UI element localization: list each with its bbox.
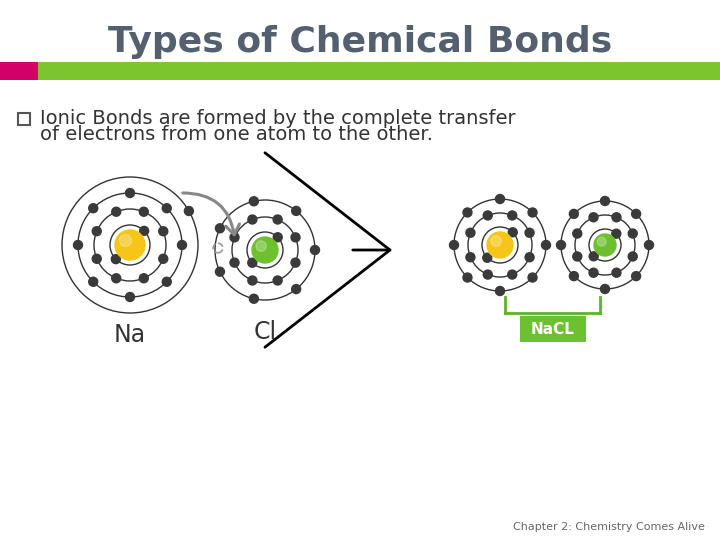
- Circle shape: [495, 287, 505, 295]
- Circle shape: [115, 230, 145, 260]
- Circle shape: [570, 210, 578, 218]
- Text: Ionic Bonds are formed by the complete transfer: Ionic Bonds are formed by the complete t…: [40, 109, 516, 127]
- Circle shape: [449, 240, 459, 249]
- Circle shape: [508, 211, 517, 220]
- Circle shape: [112, 274, 121, 283]
- Circle shape: [92, 254, 102, 264]
- Circle shape: [292, 206, 301, 215]
- Circle shape: [248, 258, 257, 267]
- Circle shape: [125, 188, 135, 198]
- Circle shape: [310, 246, 320, 254]
- Circle shape: [273, 233, 282, 242]
- Circle shape: [508, 270, 517, 279]
- Text: Chapter 2: Chemistry Comes Alive: Chapter 2: Chemistry Comes Alive: [513, 522, 705, 532]
- Circle shape: [600, 197, 610, 206]
- Circle shape: [466, 228, 475, 237]
- Circle shape: [612, 229, 621, 238]
- Circle shape: [525, 228, 534, 237]
- Circle shape: [600, 285, 610, 294]
- Circle shape: [248, 276, 257, 285]
- Text: NaCL: NaCL: [531, 321, 575, 336]
- Circle shape: [252, 237, 278, 263]
- Circle shape: [162, 277, 171, 286]
- Circle shape: [89, 204, 98, 213]
- Circle shape: [589, 268, 598, 277]
- Circle shape: [248, 215, 257, 224]
- Circle shape: [178, 240, 186, 249]
- Circle shape: [573, 229, 582, 238]
- Circle shape: [570, 272, 578, 281]
- Bar: [0, 62, 38, 80]
- Circle shape: [463, 208, 472, 217]
- Circle shape: [612, 268, 621, 277]
- Circle shape: [184, 206, 194, 215]
- Circle shape: [629, 229, 637, 238]
- Circle shape: [120, 234, 132, 246]
- FancyArrowPatch shape: [183, 193, 240, 235]
- Circle shape: [230, 258, 239, 267]
- Circle shape: [483, 270, 492, 279]
- Circle shape: [249, 197, 258, 206]
- Circle shape: [589, 213, 598, 222]
- Circle shape: [541, 240, 551, 249]
- Circle shape: [589, 252, 598, 261]
- Text: of electrons from one atom to the other.: of electrons from one atom to the other.: [40, 125, 433, 145]
- Circle shape: [162, 204, 171, 213]
- Circle shape: [158, 227, 168, 236]
- Circle shape: [644, 240, 654, 249]
- Circle shape: [631, 272, 641, 281]
- Circle shape: [89, 277, 98, 286]
- Circle shape: [291, 233, 300, 242]
- Text: Types of Chemical Bonds: Types of Chemical Bonds: [108, 25, 612, 59]
- Circle shape: [594, 234, 616, 256]
- Circle shape: [483, 253, 492, 262]
- Circle shape: [139, 207, 148, 216]
- FancyBboxPatch shape: [520, 316, 585, 342]
- Circle shape: [273, 215, 282, 224]
- Circle shape: [528, 273, 537, 282]
- Circle shape: [525, 253, 534, 262]
- Circle shape: [112, 255, 120, 264]
- Text: Na: Na: [114, 323, 146, 347]
- Circle shape: [125, 293, 135, 301]
- Circle shape: [73, 240, 83, 249]
- Circle shape: [463, 273, 472, 282]
- Circle shape: [215, 267, 225, 276]
- Circle shape: [557, 240, 565, 249]
- Circle shape: [256, 241, 266, 251]
- Circle shape: [230, 233, 239, 242]
- Circle shape: [491, 236, 501, 246]
- Bar: [0, 62, 720, 80]
- Circle shape: [466, 253, 475, 262]
- Circle shape: [612, 213, 621, 222]
- Text: Cl: Cl: [253, 320, 276, 344]
- Circle shape: [273, 276, 282, 285]
- Circle shape: [291, 258, 300, 267]
- Circle shape: [292, 285, 301, 294]
- Circle shape: [112, 207, 121, 216]
- Circle shape: [249, 294, 258, 303]
- Circle shape: [483, 211, 492, 220]
- Circle shape: [158, 254, 168, 264]
- Circle shape: [140, 226, 148, 235]
- Circle shape: [508, 228, 517, 237]
- Circle shape: [573, 252, 582, 261]
- Bar: [18, 113, 30, 125]
- Circle shape: [528, 208, 537, 217]
- Circle shape: [215, 224, 225, 233]
- Circle shape: [631, 210, 641, 218]
- Circle shape: [487, 232, 513, 258]
- Circle shape: [598, 237, 606, 246]
- Circle shape: [92, 227, 102, 236]
- Circle shape: [629, 252, 637, 261]
- Circle shape: [495, 194, 505, 204]
- Circle shape: [139, 274, 148, 283]
